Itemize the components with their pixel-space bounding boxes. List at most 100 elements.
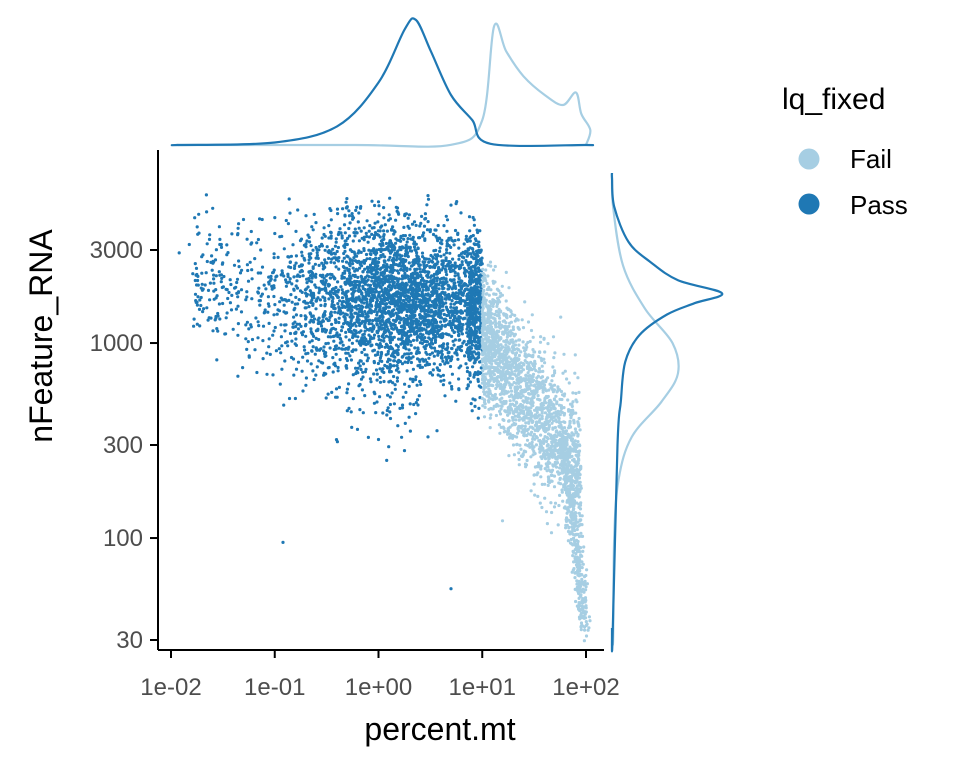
pass-point [397,370,401,374]
pass-point [253,257,257,261]
pass-point [292,373,296,377]
pass-point [335,294,339,298]
pass-point [382,281,386,285]
pass-point [469,402,473,406]
pass-point [347,214,351,218]
pass-point [387,280,392,284]
pass-point [344,290,348,294]
pass-point [393,326,397,330]
pass-point [391,260,396,264]
fail-point [577,424,581,428]
pass-point [336,302,340,306]
pass-point [375,279,379,283]
pass-point [470,409,474,413]
pass-point [453,281,457,285]
pass-point [437,236,441,240]
pass-point [404,320,408,324]
pass-point [387,320,391,324]
pass-point [345,387,349,391]
pass-point [305,359,310,363]
pass-point [293,396,297,401]
pass-point [393,323,397,327]
pass-point [388,416,393,421]
pass-point [289,254,293,258]
pass-point [436,353,440,357]
pass-point [257,324,261,328]
pass-point [464,234,468,238]
pass-point [350,341,354,345]
pass-point [447,356,451,360]
fail-point [517,451,521,455]
pass-point [446,283,450,287]
pass-point [329,328,333,332]
pass-point [352,305,357,309]
pass-point [449,203,453,207]
pass-point [465,253,469,257]
pass-point [469,302,473,306]
pass-point [452,268,456,273]
pass-point [419,335,424,339]
fail-point [485,357,489,361]
pass-point [370,226,374,230]
pass-point [473,308,477,312]
pass-point [369,380,373,384]
pass-point [373,233,377,238]
pass-point [407,358,411,362]
pass-point [427,336,431,340]
pass-point [376,220,380,224]
pass-point [389,263,393,268]
pass-point [402,449,407,453]
pass-point [285,311,289,315]
pass-point [405,314,409,318]
fail-point [509,389,514,393]
pass-point [323,288,327,292]
pass-point [390,245,394,249]
pass-point [381,243,385,247]
pass-point [436,329,440,333]
pass-point [381,315,385,319]
pass-point [414,325,418,329]
pass-point [194,266,199,270]
fail-point [577,511,581,515]
pass-point [396,278,400,282]
pass-point [313,352,317,356]
pass-point [266,295,270,299]
pass-point [413,269,417,273]
pass-point [329,252,334,256]
pass-point [409,351,413,355]
pass-point [317,263,321,267]
pass-point [258,303,262,307]
pass-point [402,343,406,347]
pass-point [361,362,366,366]
pass-point [356,366,360,370]
pass-point [386,349,390,354]
pass-point [437,270,442,275]
pass-point [321,279,325,283]
pass-point [312,317,317,321]
pass-point [449,245,453,249]
pass-point [388,196,392,200]
pass-point [402,324,406,328]
pass-point [310,349,314,353]
pass-point [358,266,362,270]
pass-point [467,215,472,219]
pass-point [320,236,324,240]
pass-point [351,239,355,243]
pass-point [421,294,425,298]
pass-point [452,343,456,347]
fail-point [498,316,502,320]
pass-point [376,361,380,366]
pass-point [347,226,351,231]
pass-point [362,347,366,352]
pass-point [324,396,328,400]
pass-point [369,303,373,307]
pass-point [310,270,314,274]
pass-point [434,303,438,307]
pass-point [438,249,442,253]
pass-point [400,435,404,439]
pass-point [451,328,455,332]
pass-point [422,305,426,309]
pass-point [410,222,415,226]
pass-point [389,301,393,305]
pass-point [397,311,401,315]
